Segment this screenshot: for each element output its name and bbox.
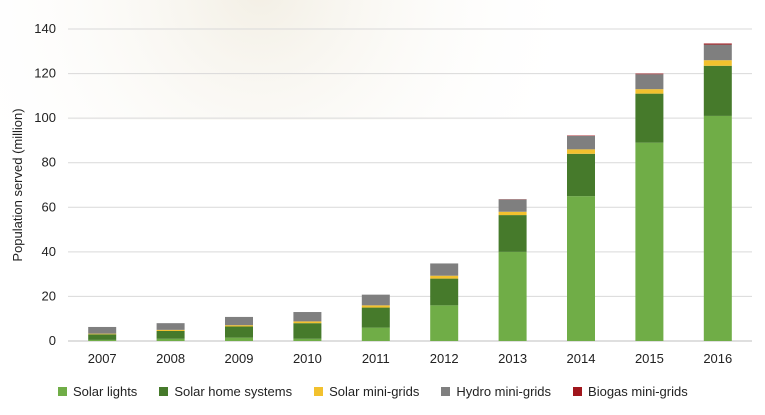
- x-tick-label: 2010: [293, 351, 322, 366]
- bar-segment: [293, 312, 322, 322]
- y-tick-label: 20: [42, 288, 56, 303]
- legend-label: Solar mini-grids: [329, 384, 420, 399]
- x-tick-label: 2009: [225, 351, 254, 366]
- bar-segment: [703, 43, 732, 45]
- legend-item: Hydro mini-grids: [441, 384, 551, 399]
- bar-segment: [88, 334, 117, 340]
- legend-label: Solar lights: [73, 384, 138, 399]
- bar-segment: [156, 338, 185, 341]
- bar-segment: [635, 74, 664, 90]
- bar-segment: [293, 323, 322, 339]
- legend-swatch: [314, 387, 324, 396]
- bar-segment: [156, 329, 185, 331]
- bar-segment: [635, 89, 664, 94]
- bar-segment: [361, 294, 390, 306]
- bar-segment: [156, 330, 185, 339]
- bar-segment: [430, 278, 459, 306]
- bar-segment: [293, 321, 322, 324]
- bar-segment: [361, 305, 390, 308]
- x-tick-label: 2007: [88, 351, 117, 366]
- bar-segment: [567, 196, 595, 341]
- x-axis-ticks: 2007 2008 2009 2010 2011 2012 2013 2014 2015 2016: [88, 351, 733, 366]
- legend-item: Solar home systems: [159, 384, 292, 399]
- x-tick-label: 2014: [567, 351, 596, 366]
- legend-swatch: [159, 387, 169, 396]
- bar-segment: [703, 60, 732, 66]
- bar-segment: [88, 339, 117, 341]
- x-tick-label: 2015: [635, 351, 664, 366]
- x-tick-label: 2011: [362, 351, 390, 366]
- bar-segment: [225, 316, 253, 326]
- bar-segment: [430, 275, 459, 279]
- x-tick-label: 2008: [156, 351, 185, 366]
- bar-segment: [635, 73, 664, 75]
- bar-segment: [430, 305, 459, 341]
- bar-segment: [567, 135, 595, 150]
- x-tick-label: 2013: [498, 351, 527, 366]
- bar-segment: [293, 338, 322, 341]
- legend-label: Hydro mini-grids: [456, 384, 552, 399]
- bar-segment: [225, 337, 253, 341]
- bar-segment: [430, 263, 459, 276]
- legend-swatch: [441, 387, 451, 396]
- bars: [88, 43, 732, 342]
- bar-segment: [498, 215, 527, 252]
- legend-item: Solar lights: [58, 384, 137, 399]
- chart-legend: Solar lights Solar home systems Solar mini…: [58, 384, 688, 399]
- bar-segment: [498, 199, 527, 212]
- bar-segment: [361, 327, 390, 341]
- y-tick-label: 140: [34, 21, 56, 36]
- legend-swatch: [58, 387, 67, 396]
- y-axis-ticks: 0 20 40 60 80 100 120 140: [34, 21, 56, 348]
- legend-label: Solar home systems: [174, 384, 293, 399]
- bar-segment: [361, 307, 390, 328]
- bar-segment: [703, 65, 732, 116]
- x-tick-label: 2012: [430, 351, 459, 366]
- bar-segment: [498, 251, 527, 341]
- bar-segment: [635, 142, 664, 341]
- bar-segment: [498, 211, 527, 216]
- legend-swatch: [573, 387, 583, 396]
- y-axis-label: Population served (million): [10, 108, 25, 261]
- y-tick-label: 0: [49, 333, 56, 348]
- legend-item: Solar mini-grids: [314, 384, 419, 399]
- y-tick-label: 60: [42, 199, 56, 214]
- bar-segment: [88, 326, 117, 334]
- legend-label: Biogas mini-grids: [588, 384, 688, 399]
- bar-segment: [635, 93, 664, 143]
- y-tick-label: 120: [34, 66, 56, 81]
- bar-segment: [88, 333, 117, 335]
- bar-segment: [703, 115, 732, 342]
- x-tick-label: 2016: [703, 351, 732, 366]
- legend-item: Biogas mini-grids: [573, 384, 688, 399]
- bar-segment: [567, 153, 595, 197]
- bar-segment: [225, 326, 253, 338]
- bar-segment: [703, 44, 732, 61]
- y-tick-label: 80: [42, 155, 56, 170]
- bar-segment: [156, 323, 185, 330]
- y-tick-label: 40: [42, 244, 56, 259]
- bar-segment: [225, 325, 253, 327]
- bar-segment: [567, 149, 595, 154]
- y-tick-label: 100: [34, 110, 56, 125]
